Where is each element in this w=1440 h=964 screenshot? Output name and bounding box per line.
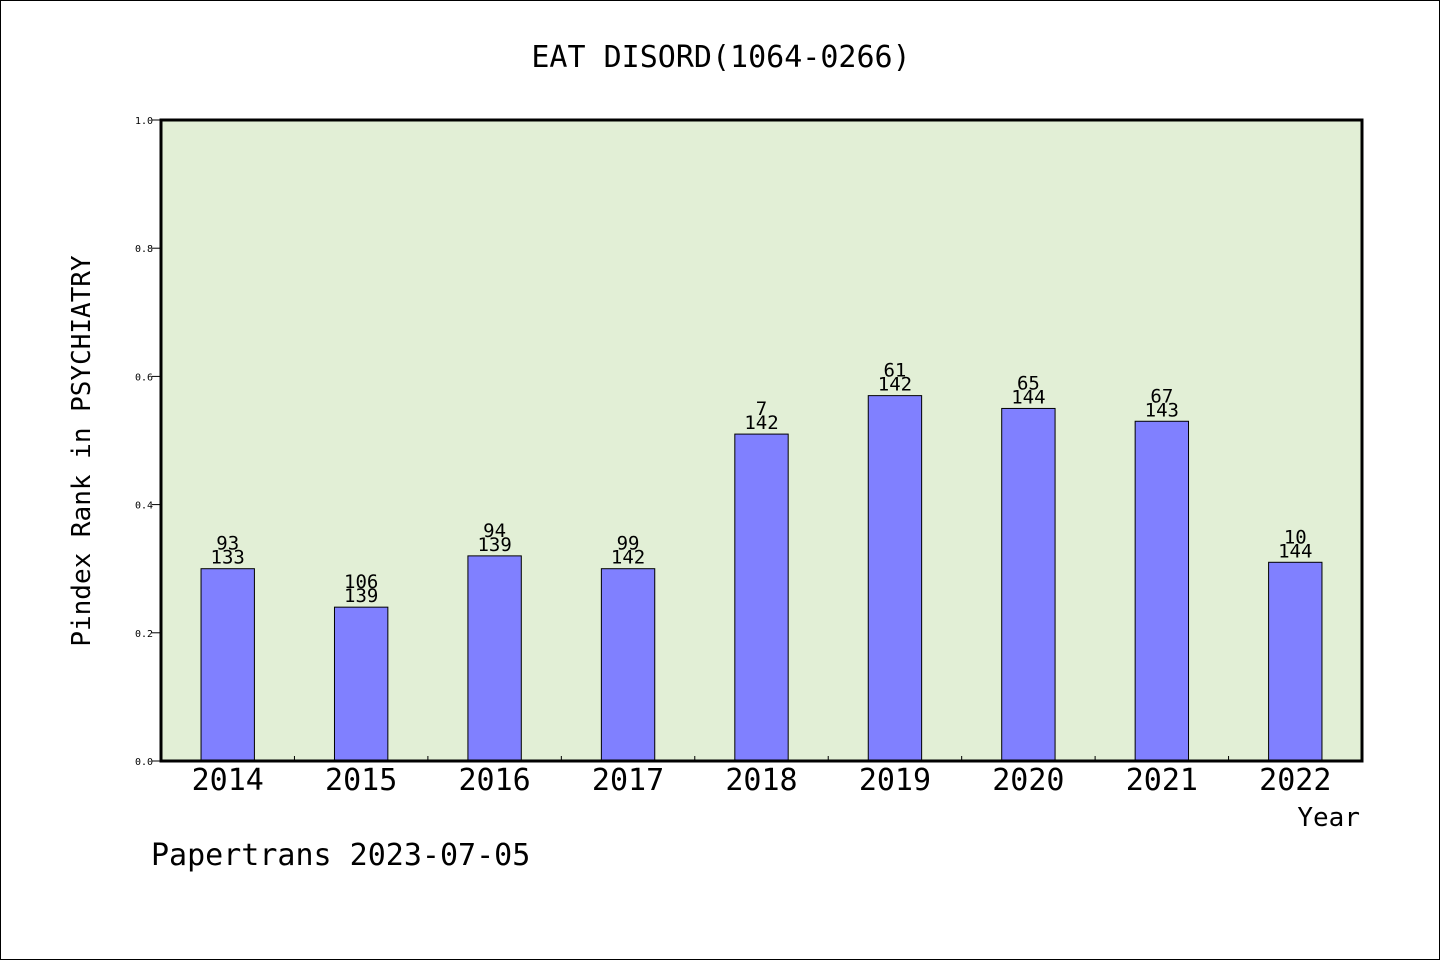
bar-rank-label: 93 <box>216 533 239 555</box>
y-axis: 0.0 0.2 0.4 0.6 0.8 1.0 <box>135 116 161 768</box>
bar-total-label: 142 <box>744 412 778 434</box>
y-tick-label: 0.2 <box>135 629 153 640</box>
bar-total-label: 143 <box>1145 399 1179 421</box>
bar-total-label: 142 <box>611 547 645 569</box>
y-tick-label: 0.4 <box>135 501 153 512</box>
x-tick-label: 2019 <box>859 763 931 798</box>
x-axis: 2014 2015 2016 2017 2018 2019 2020 2021 2022 <box>192 756 1331 798</box>
bar-rank-label: 99 <box>617 533 640 555</box>
bar <box>1134 420 1190 762</box>
bar <box>1001 407 1056 762</box>
bar <box>867 395 923 762</box>
bar <box>333 606 389 762</box>
x-tick-label: 2015 <box>325 763 397 798</box>
y-axis-label: Pindex Rank in PSYCHIATRY <box>67 255 97 647</box>
x-tick-label: 2016 <box>458 763 530 798</box>
bar <box>467 555 522 762</box>
bar <box>734 433 789 762</box>
footer-credit: Papertrans 2023-07-05 <box>151 838 530 873</box>
bar-total-label: 133 <box>211 547 245 569</box>
x-tick-label: 2022 <box>1259 763 1331 798</box>
bar-rank-label: 94 <box>483 520 506 542</box>
x-tick-label: 2021 <box>1126 763 1198 798</box>
bar-total-label: 139 <box>477 534 511 556</box>
bar-rank-label: 65 <box>1017 372 1040 394</box>
bar-rank-label: 106 <box>344 571 378 593</box>
bar-rank-label: 61 <box>883 360 906 382</box>
bar-total-label: 139 <box>344 585 378 607</box>
x-tick-label: 2014 <box>192 763 264 798</box>
y-tick-label: 0.0 <box>135 757 153 768</box>
x-axis-label: Year <box>1297 803 1360 833</box>
y-tick-label: 0.8 <box>135 244 153 255</box>
bar-rank-label: 67 <box>1150 385 1173 407</box>
bar <box>1268 561 1323 762</box>
bar-total-label: 144 <box>1011 386 1045 408</box>
bar <box>200 568 255 762</box>
plot-border <box>159 118 1364 763</box>
bars <box>200 395 1323 762</box>
y-tick-label: 1.0 <box>135 116 153 127</box>
bar <box>600 568 656 762</box>
bar-rank-label: 7 <box>756 398 767 420</box>
x-tick-label: 2017 <box>592 763 664 798</box>
bar-total-label: 142 <box>878 374 912 396</box>
x-tick-label: 2018 <box>725 763 797 798</box>
x-tick-label: 2020 <box>992 763 1064 798</box>
y-tick-label: 0.6 <box>135 372 153 383</box>
chart-title: EAT DISORD(1064-0266) <box>531 40 910 75</box>
bar-rank-label: 10 <box>1284 526 1307 548</box>
bar-total-label: 144 <box>1278 540 1312 562</box>
